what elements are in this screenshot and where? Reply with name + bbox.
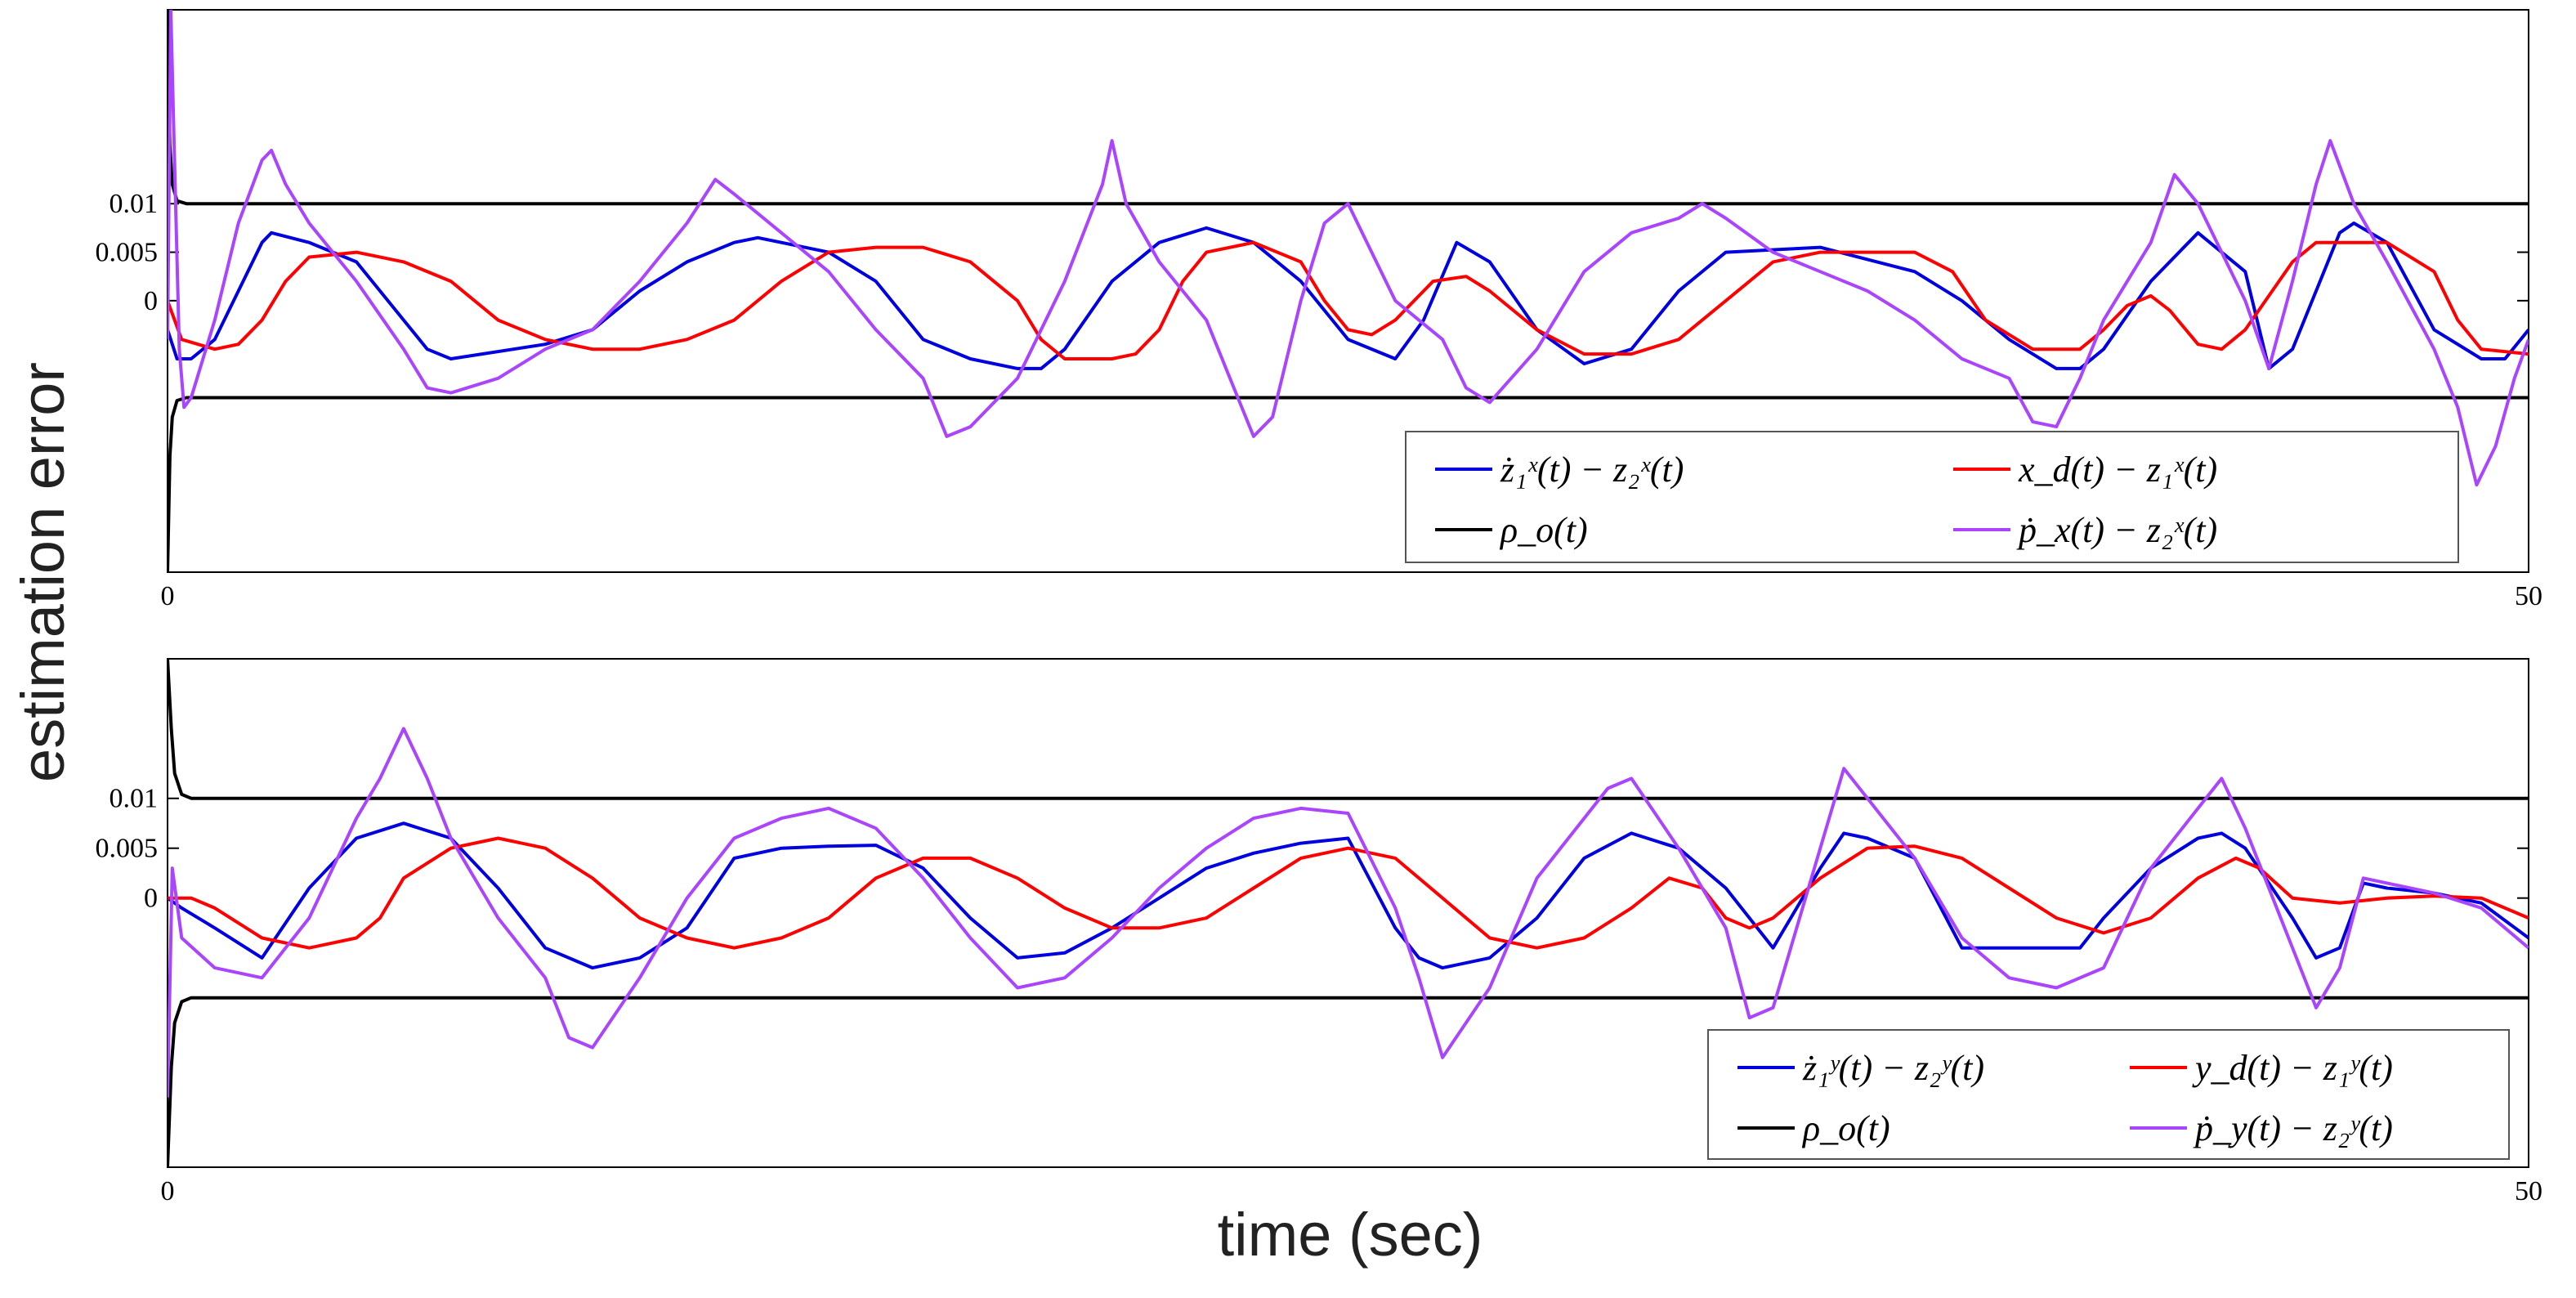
series-line-4 xyxy=(168,10,2529,487)
y-tick-label: 0.01 xyxy=(110,784,159,814)
legend-label: ρ_o(t) xyxy=(1801,1108,1890,1148)
series-line-2 xyxy=(168,659,2529,800)
legend-label: ż₁ˣ(t) − z₂ˣ(t) xyxy=(1500,450,1684,490)
y-tick-label: 0.005 xyxy=(96,238,159,268)
series-line-1 xyxy=(168,836,2529,950)
y-tick-label: 0 xyxy=(144,884,158,914)
x-axis-label: time (sec) xyxy=(1218,1201,1483,1269)
plot-x-channel: 0 0.005 0.01 0 50 ż₁ˣ(t) − z₂ˣ(t) x_d(t) − z₁ˣ… xyxy=(96,9,2542,611)
legend-label: x_d(t) − z₁ˣ(t) xyxy=(2018,450,2217,490)
legend: ż₁ˣ(t) − z₂ˣ(t) x_d(t) − z₁ˣ(t) ρ_o(t) ṗ_x(… xyxy=(1405,431,2459,563)
legend-label: ρ_o(t) xyxy=(1499,510,1588,550)
legend-label: ṗ_y(t) − z₂ʸ(t) xyxy=(2193,1108,2393,1148)
series-line-1 xyxy=(168,240,2529,360)
y-tick-label: 0.005 xyxy=(96,834,159,864)
axes-box xyxy=(167,658,2529,1168)
x-tick-label: 0 xyxy=(161,581,175,611)
legend-label: y_d(t) − z₁ʸ(t) xyxy=(2192,1048,2393,1088)
y-tick-label: 0 xyxy=(144,286,158,316)
series-line-4 xyxy=(168,727,2529,1098)
legend-box xyxy=(1405,431,2459,563)
plot-y-channel: 0 0.005 0.01 0 50 ż₁ʸ(t) − z₂ʸ(t) y_d(t) − z₁ʸ… xyxy=(96,658,2542,1206)
series-line-3 xyxy=(168,396,2529,572)
x-tick-label: 0 xyxy=(161,1176,175,1206)
series-line-0 xyxy=(168,821,2529,970)
legend-label: ṗ_x(t) − z₂ˣ(t) xyxy=(2016,510,2217,550)
legend-label: ż₁ʸ(t) − z₂ʸ(t) xyxy=(1802,1048,1984,1088)
y-tick-label: 0.01 xyxy=(110,189,159,219)
legend-box xyxy=(1707,1029,2510,1160)
series-line-0 xyxy=(168,222,2529,370)
y-axis-label: estimation error xyxy=(9,362,77,782)
legend: ż₁ʸ(t) − z₂ʸ(t) y_d(t) − z₁ʸ(t) ρ_o(t) ṗ_y(… xyxy=(1707,1029,2510,1160)
x-tick-label: 50 xyxy=(2515,1176,2542,1206)
x-tick-label: 50 xyxy=(2515,581,2542,611)
series-line-3 xyxy=(168,996,2529,1167)
